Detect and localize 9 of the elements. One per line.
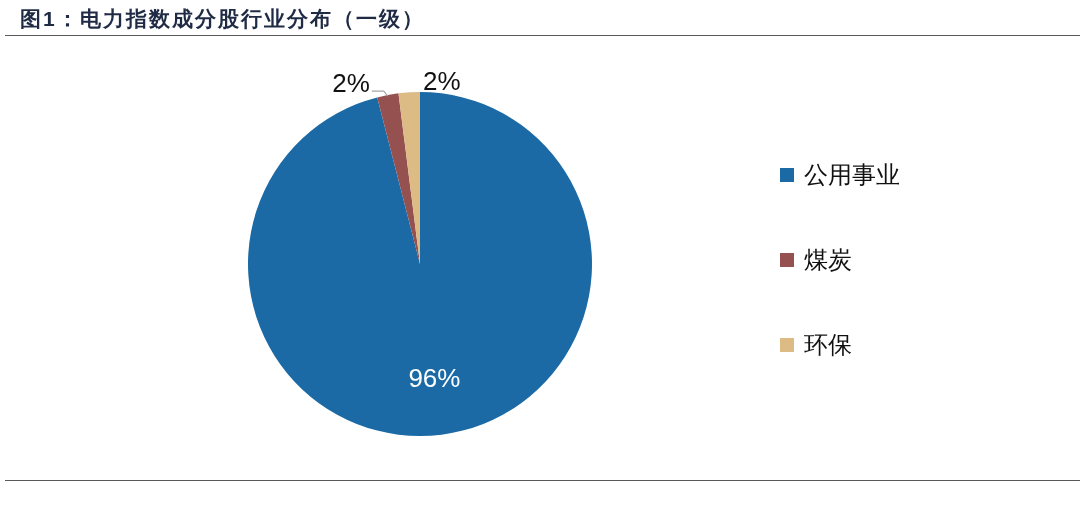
pie-slice	[377, 93, 420, 264]
legend-label: 煤炭	[804, 245, 852, 275]
data-label: 96%	[408, 363, 461, 394]
chart-title: 图1：电力指数成分股行业分布（一级）	[20, 6, 425, 32]
pie-slice	[248, 92, 592, 436]
legend-label: 公用事业	[804, 160, 900, 190]
data-label: 2%	[332, 68, 370, 98]
data-label: 2%	[423, 66, 461, 96]
legend-label: 环保	[804, 330, 852, 360]
